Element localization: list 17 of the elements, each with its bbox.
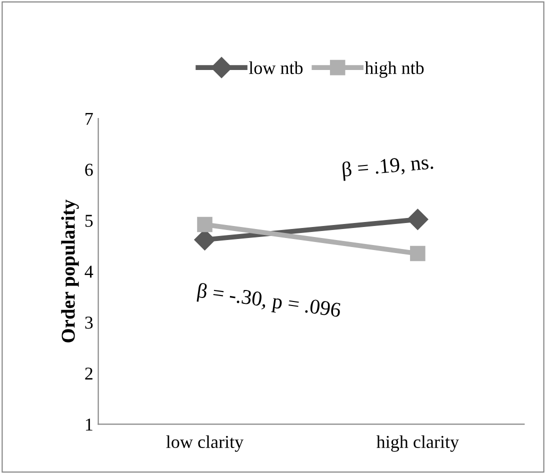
legend-label: low ntb [248, 61, 303, 74]
x-tick-label: low clarity [166, 435, 244, 452]
y-axis-title: Order popularity [61, 200, 79, 342]
y-tick-label: 3 [85, 316, 93, 329]
point [410, 246, 426, 262]
legend-label: high ntb [364, 61, 424, 78]
annotation: β = .19, ns. [342, 154, 434, 181]
point [407, 208, 428, 230]
x-tick-label: high clarity [376, 435, 459, 452]
y-tick-label: 5 [85, 214, 93, 227]
y-tick-label: 1 [86, 418, 92, 430]
y-tick-label: 6 [85, 164, 93, 176]
y-tick-label: 4 [84, 266, 94, 278]
point [197, 216, 212, 232]
y-tick-label: 7 [86, 112, 93, 125]
annotation: β = -.30, p = .096 [196, 282, 342, 322]
y-tick-label: 2 [85, 368, 92, 380]
